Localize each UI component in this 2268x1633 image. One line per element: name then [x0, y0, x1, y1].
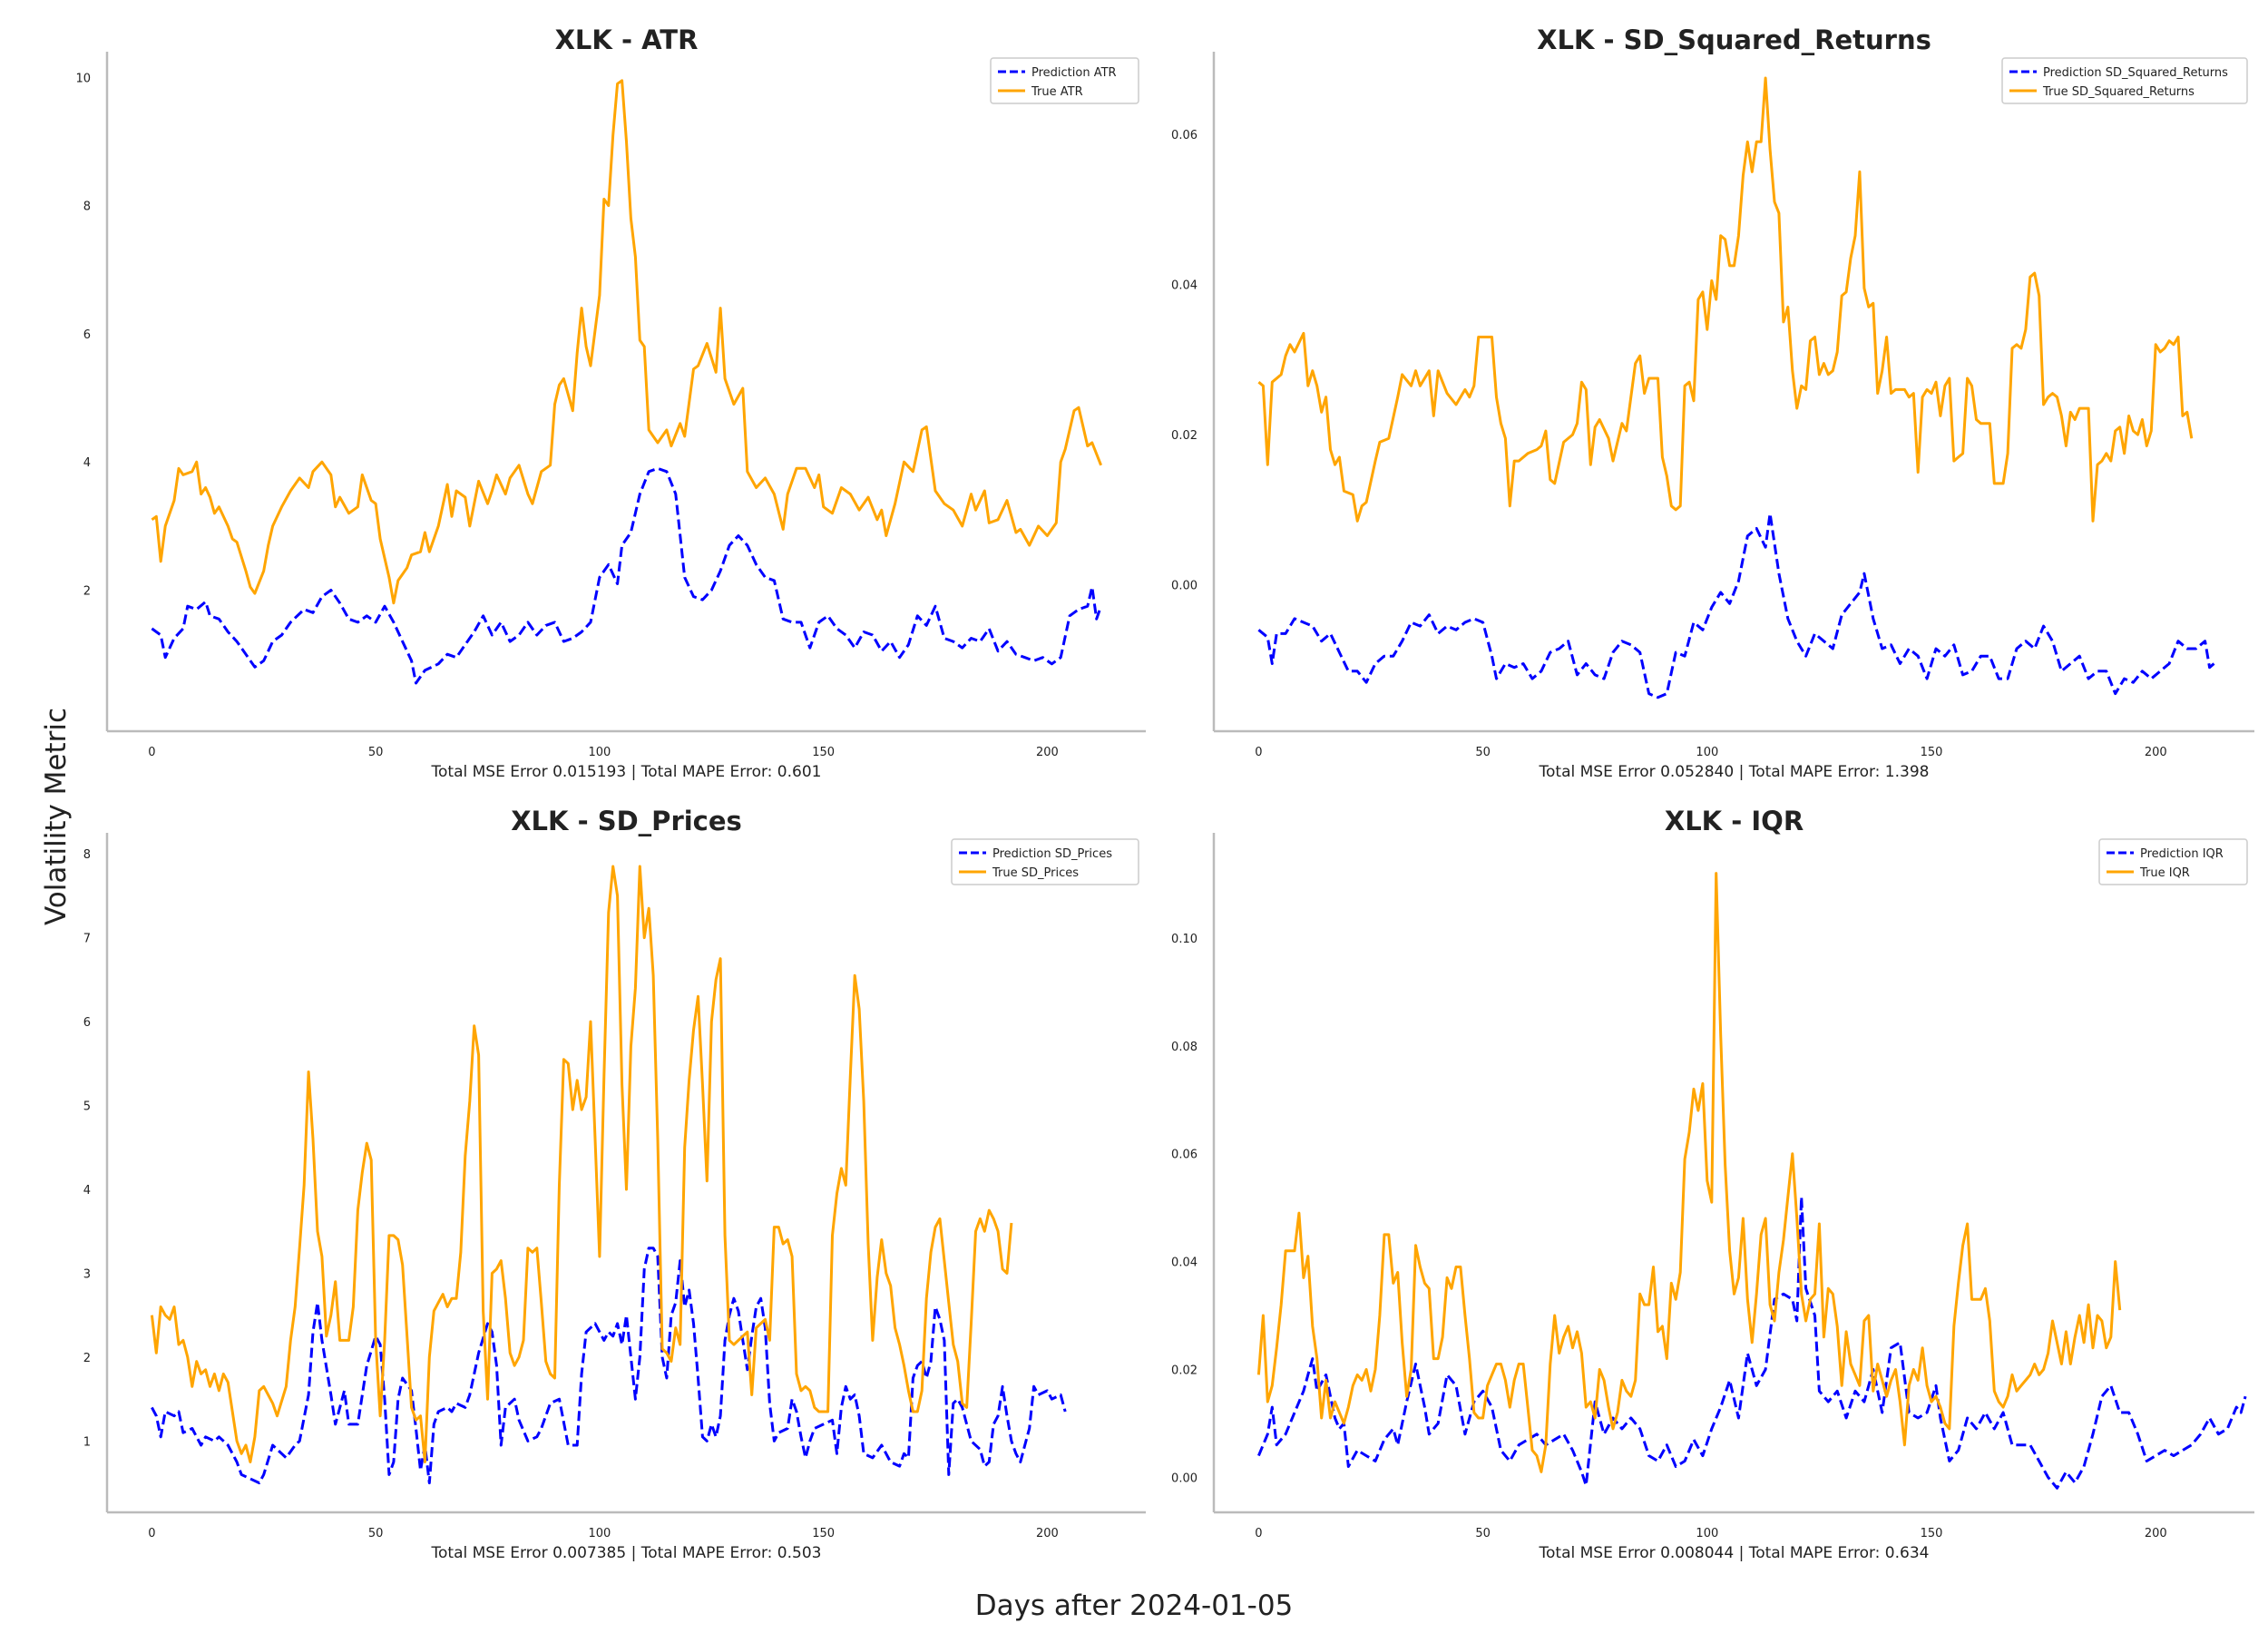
x-tick-label: 100: [588, 746, 611, 759]
chart-title: XLK - IQR: [1665, 806, 1804, 836]
legend-box: [951, 838, 1139, 885]
legend: Prediction ATR True ATR: [990, 57, 1139, 104]
y-tick-label: 0.02: [1171, 1364, 1198, 1377]
y-tick-label: 0.10: [1171, 933, 1198, 946]
y-tick-label: 8: [83, 848, 91, 862]
true-series-line: [1257, 76, 2194, 523]
y-tick-label: 4: [83, 456, 91, 470]
y-tick-label: 5: [83, 1100, 91, 1114]
x-tick-label: 150: [812, 746, 835, 759]
x-tick-label: 200: [2145, 746, 2167, 759]
x-tick-label: 150: [812, 1527, 835, 1540]
legend-label: True SD_Prices: [992, 866, 1079, 880]
x-tick-label: 150: [1921, 746, 1943, 759]
x-tick-label: 50: [1475, 1527, 1491, 1540]
x-tick-label: 200: [2145, 1527, 2167, 1540]
y-tick-label: 0.08: [1171, 1041, 1198, 1054]
y-tick-label: 0.06: [1171, 129, 1198, 142]
x-tick-label: 50: [368, 1527, 384, 1540]
x-tick-label: 200: [1036, 1527, 1059, 1540]
error-summary: Total MSE Error 0.052840 | Total MAPE Er…: [1539, 763, 1930, 781]
y-tick-label: 0.04: [1171, 279, 1198, 293]
error-summary: Total MSE Error 0.015193 | Total MAPE Er…: [431, 763, 822, 781]
legend-label: True SD_Squared_Returns: [2042, 85, 2195, 99]
y-tick-label: 0.02: [1171, 429, 1198, 443]
prediction-series-line: [1257, 512, 2215, 699]
y-tick-label: 6: [83, 328, 91, 342]
subplot-atr: XLK - ATR 0 50 100 150 200 2 4 6 8 10 Total MSE Err…: [75, 24, 1146, 781]
x-tick-label: 100: [1696, 746, 1718, 759]
legend-label: Prediction SD_Prices: [992, 847, 1112, 861]
legend: Prediction SD_Prices True SD_Prices: [951, 838, 1139, 885]
y-tick-label: 6: [83, 1016, 91, 1030]
y-tick-label: 3: [83, 1267, 91, 1281]
chart-title: XLK - SD_Prices: [511, 806, 742, 836]
y-tick-label: 1: [83, 1435, 91, 1449]
y-tick-label: 4: [83, 1184, 91, 1198]
x-tick-label: 50: [368, 746, 384, 759]
true-series-line: [151, 79, 1102, 605]
y-tick-label: 0.06: [1171, 1149, 1198, 1162]
subplot-iqr: XLK - IQR 0 50 100 150 200 0.00 0.02 0.04 0.06 0.0…: [1171, 806, 2254, 1562]
x-tick-label: 0: [148, 1527, 155, 1540]
y-tick-label: 8: [83, 200, 91, 214]
x-tick-label: 150: [1921, 1527, 1943, 1540]
subplot-sd-prices: XLK - SD_Prices 0 50 100 150 200 1 2 3 4 5 6 7 8 Total…: [83, 806, 1146, 1562]
legend: Prediction SD_Squared_Returns True SD_Squ…: [2001, 57, 2248, 104]
prediction-series-line: [151, 1247, 1067, 1485]
y-tick-label: 10: [75, 72, 91, 85]
x-tick-label: 50: [1475, 746, 1491, 759]
chart-title: XLK - ATR: [555, 24, 699, 55]
legend-label: True ATR: [1031, 85, 1083, 99]
chart-title: XLK - SD_Squared_Returns: [1537, 24, 1931, 55]
x-tick-label: 100: [1696, 1527, 1718, 1540]
x-tick-label: 200: [1036, 746, 1059, 759]
legend-label: True IQR: [2139, 866, 2190, 880]
y-tick-label: 0.00: [1171, 1472, 1198, 1485]
prediction-series-line: [1257, 1195, 2247, 1490]
legend-box: [990, 57, 1139, 104]
subplot-sd-squared-returns: XLK - SD_Squared_Returns 0 50 100 150 200 0.00…: [1171, 24, 2254, 781]
y-tick-label: 0.04: [1171, 1257, 1198, 1270]
legend-box: [2098, 838, 2248, 885]
x-tick-label: 100: [588, 1527, 611, 1540]
prediction-series-line: [151, 466, 1103, 685]
legend-label: Prediction ATR: [1031, 66, 1117, 80]
x-tick-label: 0: [1255, 1527, 1262, 1540]
legend-label: Prediction SD_Squared_Returns: [2043, 66, 2228, 80]
x-tick-label: 0: [148, 746, 155, 759]
error-summary: Total MSE Error 0.008044 | Total MAPE Er…: [1539, 1544, 1930, 1562]
error-summary: Total MSE Error 0.007385 | Total MAPE Er…: [431, 1544, 822, 1562]
true-series-line: [150, 865, 1013, 1463]
true-series-line: [1256, 872, 2122, 1473]
figure-y-axis-label: Volatility Metric: [40, 707, 73, 926]
x-tick-label: 0: [1255, 746, 1262, 759]
y-tick-label: 2: [83, 585, 91, 599]
legend: Prediction IQR True IQR: [2098, 838, 2248, 885]
y-tick-label: 7: [83, 933, 91, 946]
legend-box: [2001, 57, 2248, 104]
figure-x-axis-label: Days after 2024-01-05: [974, 1589, 1294, 1622]
y-tick-label: 2: [83, 1352, 91, 1365]
y-tick-label: 0.00: [1171, 580, 1198, 593]
legend-label: Prediction IQR: [2140, 847, 2224, 861]
